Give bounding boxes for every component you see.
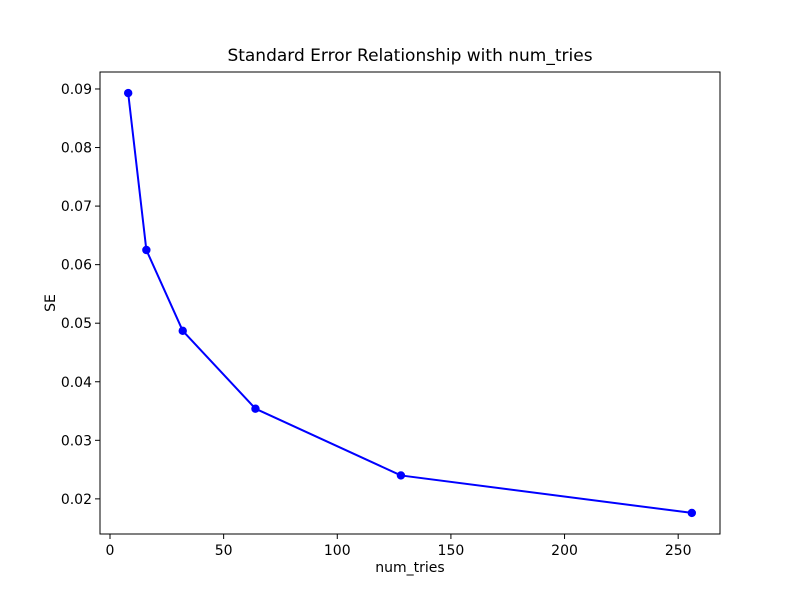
y-tick-label: 0.02 bbox=[61, 492, 92, 508]
chart-title: Standard Error Relationship with num_tri… bbox=[227, 46, 592, 66]
data-series-lines bbox=[127, 92, 693, 514]
y-tick-label: 0.07 bbox=[61, 199, 92, 215]
x-axis-label: num_tries bbox=[375, 560, 444, 576]
data-point-marker bbox=[687, 508, 697, 518]
x-axis-ticks: 0 50 100 150 200 250 bbox=[106, 534, 692, 559]
y-tick-label: 0.04 bbox=[61, 375, 92, 391]
data-point-marker bbox=[178, 326, 187, 336]
data-point-marker bbox=[142, 245, 151, 255]
data-series-markers bbox=[123, 88, 697, 518]
data-point-marker bbox=[251, 404, 260, 413]
x-tick-label: 50 bbox=[215, 543, 233, 559]
y-axis-label: SE bbox=[43, 294, 59, 312]
y-tick-label: 0.05 bbox=[61, 316, 92, 332]
x-tick-label: 200 bbox=[551, 543, 578, 559]
x-tick-label: 150 bbox=[438, 543, 465, 559]
x-tick-label: 0 bbox=[106, 543, 115, 559]
y-tick-label: 0.09 bbox=[61, 82, 92, 98]
axes-frame bbox=[99, 71, 721, 535]
data-point-marker bbox=[123, 88, 133, 98]
x-tick-label: 250 bbox=[665, 543, 692, 559]
x-tick-label: 100 bbox=[324, 543, 351, 559]
y-axis-ticks: 0.02 0.03 0.04 0.05 0.06 0.07 0.08 0.09 bbox=[61, 82, 100, 508]
y-tick-label: 0.06 bbox=[61, 258, 92, 274]
series-line bbox=[127, 92, 693, 514]
y-tick-label: 0.08 bbox=[61, 141, 92, 157]
data-point-marker bbox=[396, 471, 406, 480]
y-tick-label: 0.03 bbox=[61, 433, 92, 449]
